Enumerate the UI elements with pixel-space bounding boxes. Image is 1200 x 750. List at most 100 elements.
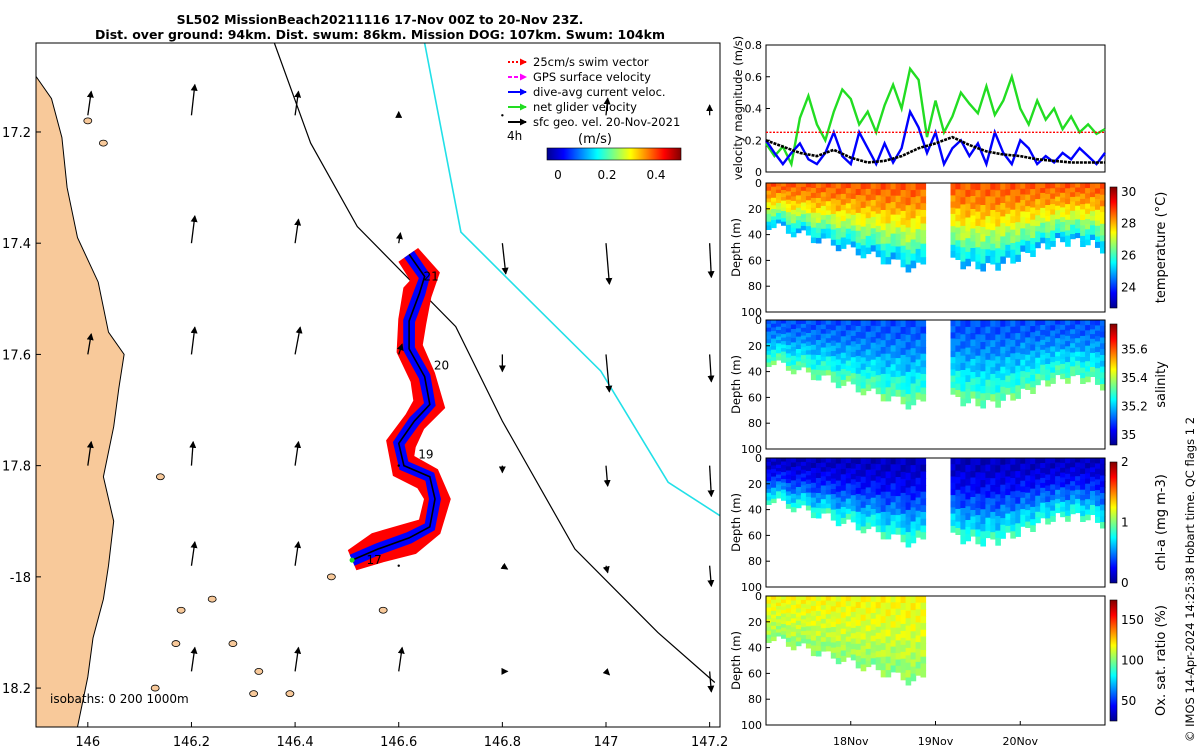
section-cell bbox=[950, 381, 957, 389]
section-cell bbox=[800, 355, 807, 360]
section-cell bbox=[900, 596, 907, 604]
section-cell bbox=[805, 191, 812, 197]
section-cell bbox=[825, 356, 832, 362]
section-cell bbox=[1080, 335, 1086, 342]
section-cell bbox=[980, 494, 986, 503]
section-cell bbox=[1045, 227, 1051, 234]
section-cell bbox=[1095, 330, 1101, 337]
section-cell bbox=[1070, 495, 1076, 501]
section-cell bbox=[1000, 511, 1006, 519]
section-cell bbox=[1005, 338, 1011, 346]
section-cell bbox=[845, 345, 852, 352]
section-cell bbox=[1085, 494, 1091, 500]
section-cell bbox=[800, 359, 807, 364]
section-cell bbox=[845, 213, 852, 220]
section-cell bbox=[790, 200, 797, 206]
section-cell bbox=[865, 458, 872, 465]
section-cell bbox=[810, 207, 817, 214]
section-cell bbox=[1030, 225, 1036, 233]
section-cell bbox=[1045, 364, 1051, 371]
section-cell bbox=[920, 250, 927, 258]
section-cell bbox=[910, 500, 917, 508]
section-cell bbox=[1040, 339, 1046, 346]
section-cell bbox=[955, 383, 961, 391]
section-cell bbox=[766, 339, 772, 344]
section-cell bbox=[990, 320, 996, 328]
section-cell bbox=[1000, 458, 1006, 466]
section-cell bbox=[980, 320, 986, 328]
section-cell bbox=[771, 209, 777, 214]
section-cell bbox=[955, 339, 961, 347]
section-cell bbox=[995, 363, 1001, 372]
section-cell bbox=[875, 344, 882, 352]
section-cell bbox=[835, 618, 842, 625]
section-cell bbox=[855, 499, 862, 507]
section-cell bbox=[850, 325, 857, 332]
section-cell bbox=[975, 233, 981, 241]
section-cell bbox=[985, 524, 991, 532]
section-cell bbox=[795, 608, 802, 614]
section-cell bbox=[1010, 366, 1016, 374]
section-cell bbox=[955, 326, 961, 334]
section-cell bbox=[890, 508, 897, 516]
section-cell bbox=[900, 485, 907, 494]
section-cell bbox=[975, 183, 981, 191]
section-cell bbox=[890, 646, 897, 654]
section-cell bbox=[1055, 223, 1061, 229]
section-cell bbox=[920, 387, 927, 395]
section-cell bbox=[1100, 384, 1106, 391]
section-cell bbox=[815, 645, 822, 652]
section-cell bbox=[1090, 362, 1096, 368]
section-cell bbox=[1060, 359, 1066, 365]
section-cell bbox=[975, 197, 981, 205]
section-cell bbox=[820, 215, 827, 221]
section-cell bbox=[820, 467, 827, 473]
section-cell bbox=[950, 213, 957, 221]
section-cell bbox=[895, 477, 902, 484]
section-cell bbox=[815, 478, 822, 484]
section-cell bbox=[771, 323, 777, 328]
section-cell bbox=[1020, 342, 1026, 349]
section-cell bbox=[890, 351, 897, 359]
section-cell bbox=[1085, 188, 1091, 194]
section-cell bbox=[995, 537, 1001, 546]
section-cell bbox=[1005, 519, 1011, 527]
section-cell bbox=[820, 320, 827, 326]
section-cell bbox=[1095, 346, 1101, 353]
section-cell bbox=[785, 199, 792, 205]
section-cell bbox=[1090, 192, 1096, 198]
section-cell bbox=[915, 615, 922, 623]
section-cell bbox=[845, 626, 852, 633]
section-cell bbox=[875, 238, 882, 245]
section-cell bbox=[900, 389, 907, 398]
section-cell bbox=[1050, 356, 1056, 363]
section-cell bbox=[830, 468, 837, 475]
section-cell bbox=[1005, 250, 1011, 258]
section-cell bbox=[771, 629, 777, 634]
section-cell bbox=[950, 344, 957, 352]
section-cell bbox=[850, 596, 857, 602]
section-cell bbox=[875, 645, 882, 652]
section-cell bbox=[850, 495, 857, 502]
section-cell bbox=[1055, 342, 1061, 348]
section-cell bbox=[965, 478, 971, 487]
section-cell bbox=[890, 640, 897, 648]
section-cell bbox=[1060, 501, 1066, 508]
section-cell bbox=[815, 325, 822, 331]
section-cell bbox=[905, 633, 912, 642]
y-tick-label: 17.4 bbox=[2, 237, 31, 252]
section-cell bbox=[885, 216, 892, 224]
section-cell bbox=[771, 636, 777, 642]
speed-colorbar: (m/s) 0 0.2 0.4 4h bbox=[507, 129, 682, 182]
section-cell bbox=[1095, 236, 1101, 243]
section-cell bbox=[820, 623, 827, 629]
section-cell bbox=[1040, 188, 1046, 194]
section-cell bbox=[850, 204, 857, 211]
section-cell bbox=[790, 507, 797, 513]
section-cell bbox=[1050, 516, 1056, 522]
section-cell bbox=[910, 362, 917, 370]
section-cell bbox=[785, 324, 792, 329]
section-cell bbox=[955, 227, 961, 235]
section-cell bbox=[776, 213, 782, 217]
